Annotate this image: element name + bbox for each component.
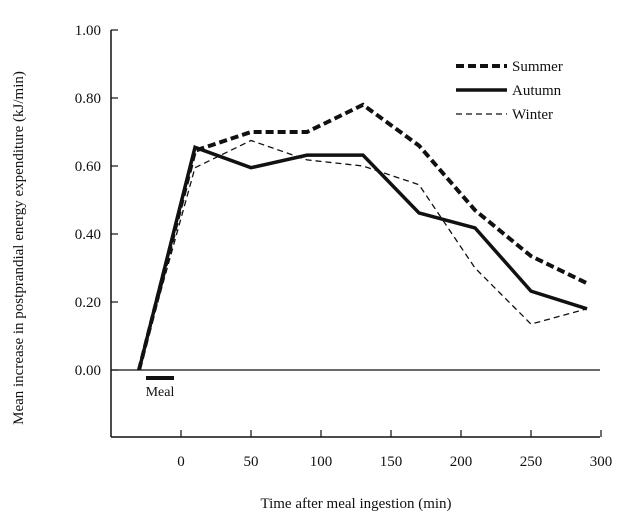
y-tick-label: 0.20 [75,295,101,311]
legend: Summer Autumn Winter [456,59,563,123]
x-tick-label: 50 [244,454,259,470]
meal-label: Meal [146,385,175,400]
y-tick-label: 0.40 [75,227,101,243]
y-tick-label: 0.60 [75,159,101,175]
x-tick-label: 200 [450,454,473,470]
x-tick-label: 0 [177,454,185,470]
meal-annotation: Meal [146,376,175,400]
y-ticks: 0.00 0.20 0.40 0.60 0.80 1.00 [75,23,118,379]
x-tick-label: 300 [590,454,613,470]
y-tick-label: 1.00 [75,23,101,39]
y-tick-label: 0.00 [75,363,101,379]
legend-label-winter: Winter [512,107,553,123]
y-axis-title: Mean increase in postprandial energy exp… [11,71,27,425]
x-tick-label: 150 [380,454,403,470]
x-axis-title: Time after meal ingestion (min) [260,496,451,512]
legend-label-summer: Summer [512,59,563,75]
series-line-autumn [137,144,588,371]
x-tick-label: 250 [520,454,543,470]
series-line-winter [138,139,588,371]
x-tick-label: 100 [310,454,333,470]
legend-label-autumn: Autumn [512,83,562,99]
series-layer [137,102,588,371]
series-line-summer [137,102,588,371]
x-ticks: 0 50 100 150 200 250 300 [177,430,612,470]
y-tick-label: 0.80 [75,91,101,107]
